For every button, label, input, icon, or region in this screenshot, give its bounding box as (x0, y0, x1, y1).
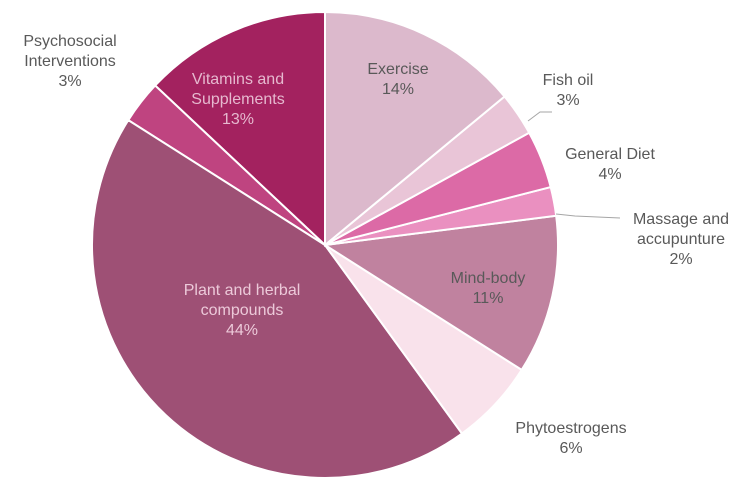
category-label: Plant and herbal compounds (183, 282, 301, 319)
slice-label: Fish oil 3% (523, 71, 613, 111)
slice-label: Psychosocial Interventions 3% (0, 32, 140, 92)
value-label: 44% (225, 322, 259, 339)
category-label: Phytoestrogens (515, 420, 627, 437)
category-label: Exercise (367, 61, 429, 78)
slice-label: General Diet 4% (540, 145, 680, 185)
value-label: 3% (556, 92, 580, 109)
category-label: Vitamins and Supplements (191, 71, 285, 108)
slice-label: Exercise 14% (338, 60, 458, 100)
leader-line (527, 111, 552, 122)
slice-label: Plant and herbal compounds 44% (157, 281, 327, 341)
category-label: Massage and accupunture (632, 211, 730, 248)
slice-label: Massage and accupunture 2% (616, 210, 740, 270)
value-label: 6% (559, 440, 583, 457)
pie-slice (91, 118, 464, 479)
pie-slice (322, 214, 559, 372)
pie-slice (153, 10, 326, 248)
value-label: 3% (58, 73, 82, 90)
slice-label: Mind-body 11% (428, 269, 548, 309)
value-label: 4% (598, 166, 622, 183)
value-label: 2% (669, 251, 693, 268)
leader-line (555, 213, 621, 219)
slice-label: Vitamins and Supplements 13% (173, 70, 303, 130)
category-label: Fish oil (542, 72, 594, 89)
slice-label: Phytoestrogens 6% (491, 419, 651, 459)
category-label: General Diet (565, 146, 655, 163)
value-label: 11% (472, 290, 504, 307)
value-label: 14% (381, 81, 415, 98)
pie-slice (324, 10, 506, 248)
category-label: Psychosocial Interventions (23, 33, 117, 70)
value-label: 13% (221, 111, 255, 128)
category-label: Mind-body (450, 270, 526, 287)
